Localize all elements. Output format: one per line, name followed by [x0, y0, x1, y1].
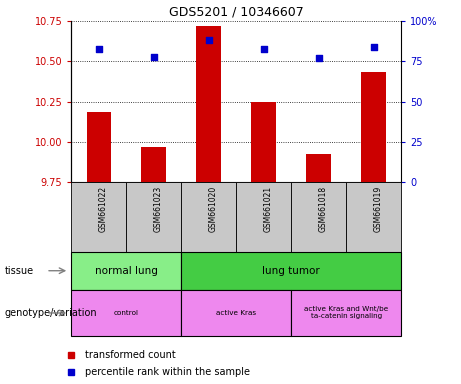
Bar	[236, 182, 291, 252]
Bar	[142, 147, 166, 182]
Point	[315, 55, 322, 61]
Text: normal lung: normal lung	[95, 266, 158, 276]
Text: GSM661022: GSM661022	[99, 186, 108, 232]
Bar	[71, 182, 126, 252]
Point	[370, 44, 377, 50]
Bar	[361, 72, 386, 182]
Bar	[291, 182, 346, 252]
Point	[260, 45, 267, 51]
Text: GSM661023: GSM661023	[154, 186, 163, 232]
Text: genotype/variation: genotype/variation	[5, 308, 97, 318]
Bar	[181, 290, 291, 336]
Bar	[87, 112, 111, 182]
Point	[150, 53, 158, 60]
Bar	[306, 154, 331, 182]
Text: percentile rank within the sample: percentile rank within the sample	[85, 367, 250, 377]
Text: GSM661020: GSM661020	[209, 186, 218, 232]
Text: active Kras and Wnt/be
ta-catenin signaling: active Kras and Wnt/be ta-catenin signal…	[304, 306, 388, 319]
Bar	[71, 290, 181, 336]
Point	[95, 45, 103, 51]
Text: GSM661019: GSM661019	[373, 186, 383, 232]
Text: lung tumor: lung tumor	[262, 266, 320, 276]
Title: GDS5201 / 10346607: GDS5201 / 10346607	[169, 5, 304, 18]
Point	[205, 37, 213, 43]
Bar	[126, 182, 181, 252]
Text: active Kras: active Kras	[216, 310, 256, 316]
Bar	[196, 26, 221, 182]
Text: control: control	[114, 310, 139, 316]
Text: GSM661018: GSM661018	[319, 186, 328, 232]
Bar	[71, 252, 181, 290]
Bar	[251, 102, 276, 182]
Bar	[181, 182, 236, 252]
Text: transformed count: transformed count	[85, 350, 176, 360]
Text: tissue: tissue	[5, 266, 34, 276]
Text: GSM661021: GSM661021	[264, 186, 273, 232]
Bar	[346, 182, 401, 252]
Bar	[291, 290, 401, 336]
Bar	[181, 252, 401, 290]
